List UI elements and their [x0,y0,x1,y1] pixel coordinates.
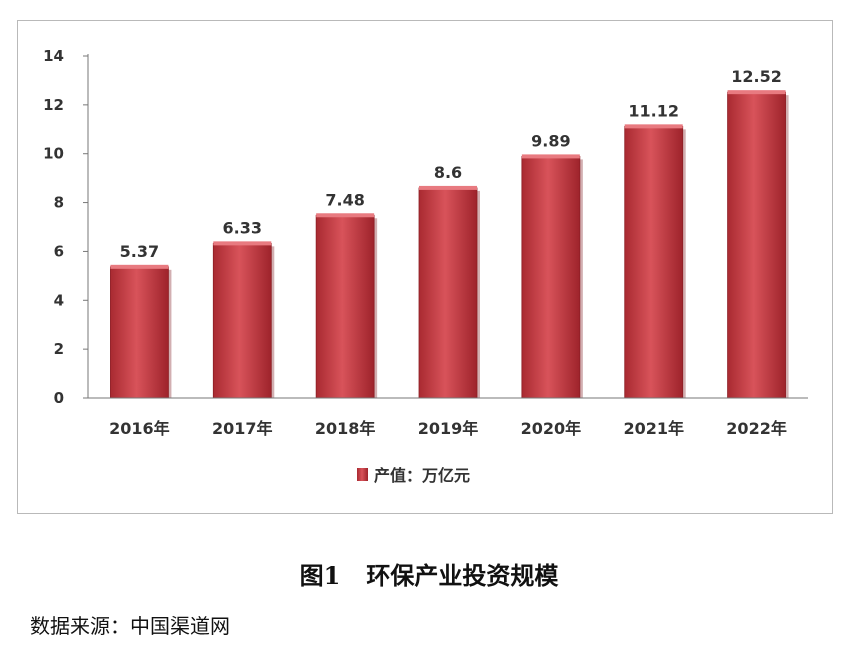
y-tick-label: 2 [54,340,64,358]
data-label: 6.33 [223,218,262,237]
data-label: 8.6 [434,163,462,182]
bar-top [521,154,580,159]
bar-top [624,124,683,129]
figure-caption: 图1 环保产业投资规模 [0,556,858,591]
data-label: 5.37 [120,242,159,261]
bar [212,242,272,399]
bar [315,214,375,399]
bar [110,266,169,399]
x-tick-label: 2021年 [623,419,684,438]
bar [727,91,786,399]
data-label: 11.12 [628,101,679,120]
y-tick-label: 4 [54,291,64,309]
figure-title: 环保产业投资规模 [366,561,559,590]
x-tick-label: 2018年 [315,419,376,438]
legend-swatch [357,468,368,481]
y-tick-label: 12 [43,96,64,114]
bar [624,125,684,399]
bar-chart: 0 2 4 6 8 10 12 14 5.37 2016年 6.33 2017年 7.48 2018年 8… [43,47,808,485]
figure-number: 图1 [299,561,341,590]
x-tick-label: 2022年 [726,419,787,438]
chart-legend: 产值：万亿元 [357,466,470,485]
data-label: 7.48 [325,190,364,209]
bar [521,156,581,399]
source-note: 数据来源：中国渠道网 [30,614,230,638]
data-label: 12.52 [731,67,782,86]
legend-label: 产值：万亿元 [374,466,470,485]
y-tick-label: 14 [43,47,64,65]
y-tick-label: 10 [43,145,64,163]
x-tick-label: 2019年 [418,419,479,438]
bar-top [316,213,375,218]
y-tick-label: 8 [54,194,64,212]
y-tick-label: 6 [54,242,64,260]
bar-top [213,241,272,246]
y-tick-label: 0 [54,389,64,407]
x-tick-label: 2017年 [212,419,273,438]
bar-top [727,90,786,95]
x-tick-label: 2016年 [109,419,170,438]
bar [418,187,478,399]
bar-top [419,185,477,190]
chart-frame: 0 2 4 6 8 10 12 14 5.37 2016年 6.33 2017年 7.48 2018年 8… [17,20,833,514]
data-label: 9.89 [531,131,570,150]
bar-top [110,264,169,269]
x-tick-label: 2020年 [521,419,582,438]
